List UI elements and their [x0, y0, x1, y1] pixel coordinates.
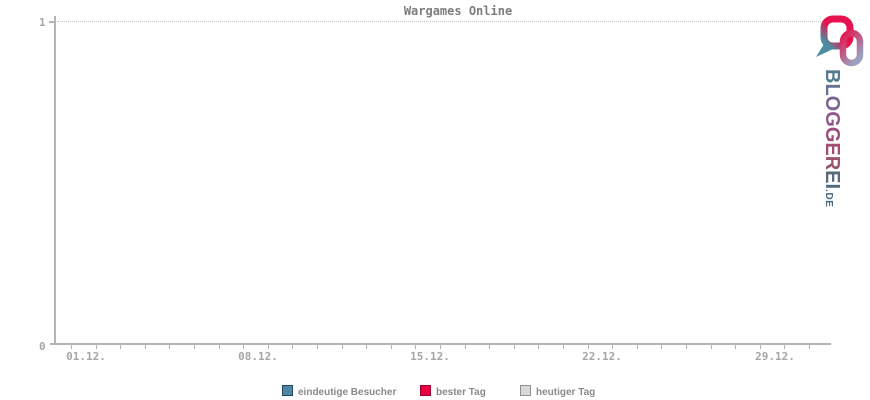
- x-tick-label: 15.12.: [410, 350, 450, 363]
- x-tick: [489, 345, 490, 349]
- logo-word-letters: BLOGGEREI: [821, 69, 843, 189]
- x-tick: [760, 345, 761, 349]
- x-tick: [317, 345, 318, 349]
- x-tick: [169, 345, 170, 349]
- legend-label: eindeutige Besucher: [298, 387, 397, 398]
- bloggerei-logo[interactable]: BLOGGEREI.DE: [814, 12, 866, 227]
- logo-tld: .DE: [823, 189, 834, 208]
- x-tick: [194, 345, 195, 349]
- x-axis-line: [50, 343, 831, 345]
- logo-letter: G: [821, 111, 843, 127]
- gridline-y1: [57, 21, 823, 22]
- chain-links-icon: [816, 15, 864, 67]
- legend-swatch-gray: [520, 385, 531, 396]
- x-tick: [391, 345, 392, 349]
- legend-swatch-red: [420, 385, 431, 396]
- x-tick-label: 22.12.: [582, 350, 622, 363]
- chart-title: Wargames Online: [403, 4, 513, 18]
- logo-wordmark: BLOGGEREI.DE: [820, 69, 843, 208]
- logo-letter: O: [821, 95, 843, 112]
- x-tick: [686, 345, 687, 349]
- x-tick: [219, 345, 220, 349]
- x-tick: [145, 345, 146, 349]
- logo-letter: B: [821, 69, 843, 84]
- logo-letter: R: [821, 155, 843, 171]
- y-axis-line: [54, 16, 56, 345]
- legend-item-unique-visitors: eindeutige Besucher: [282, 385, 397, 398]
- legend-item-today: heutiger Tag: [520, 385, 596, 398]
- x-tick: [735, 345, 736, 349]
- x-tick: [809, 345, 810, 349]
- x-tick: [292, 345, 293, 349]
- x-tick: [120, 345, 121, 349]
- x-tick: [268, 345, 269, 349]
- legend-item-best-day: bester Tag: [420, 385, 486, 398]
- x-tick: [563, 345, 564, 349]
- logo-letter: E: [821, 142, 843, 156]
- legend-label: heutiger Tag: [536, 387, 596, 398]
- x-tick: [342, 345, 343, 349]
- logo-letter: G: [821, 126, 843, 143]
- y-tick-label-min: 0: [39, 340, 46, 353]
- x-tick: [440, 345, 441, 349]
- x-tick: [243, 345, 244, 349]
- x-tick: [415, 345, 416, 349]
- x-tick: [784, 345, 785, 349]
- y-tick-label-max: 1: [39, 16, 46, 29]
- logo-letter: L: [821, 83, 843, 96]
- x-tick: [465, 345, 466, 349]
- y-tick: [49, 21, 55, 23]
- x-tick: [711, 345, 712, 349]
- x-tick: [96, 345, 97, 349]
- x-tick: [588, 345, 589, 349]
- x-tick: [612, 345, 613, 349]
- x-tick-label: 08.12.: [238, 350, 278, 363]
- logo-letter: I: [821, 183, 843, 190]
- x-tick: [514, 345, 515, 349]
- x-tick: [71, 345, 72, 349]
- x-tick: [538, 345, 539, 349]
- x-tick-label: 29.12.: [755, 350, 795, 363]
- logo-letter: E: [821, 170, 843, 184]
- x-tick: [637, 345, 638, 349]
- x-tick-label: 01.12.: [66, 350, 106, 363]
- legend-swatch-blue: [282, 385, 293, 396]
- legend-label: bester Tag: [436, 387, 486, 398]
- x-tick: [366, 345, 367, 349]
- x-tick: [661, 345, 662, 349]
